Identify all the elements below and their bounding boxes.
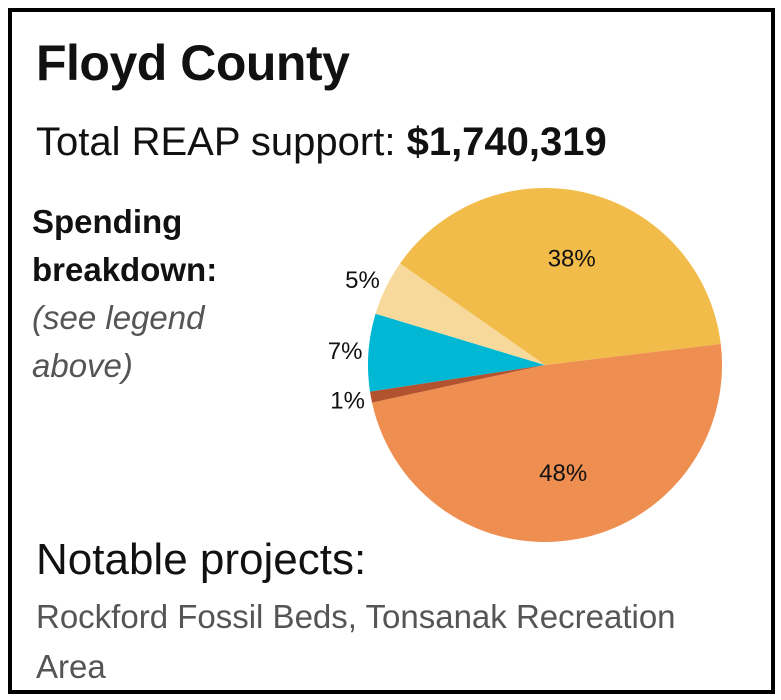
county-card — [8, 8, 775, 694]
breakdown-note-2: above) — [32, 347, 133, 384]
pie-label-1: 38% — [548, 246, 596, 273]
pie-slice-5 — [375, 263, 545, 365]
notable-projects-text: Rockford Fossil Beds, Tonsanak Recreatio… — [36, 598, 676, 685]
spending-breakdown: Spending breakdown: (see legend above) — [32, 198, 217, 390]
pie-label-2: 48% — [539, 460, 587, 487]
pie-slice-2 — [372, 343, 722, 542]
county-title: Floyd County — [36, 35, 350, 91]
notable-projects-heading: Notable projects: — [36, 535, 367, 584]
total-label: Total REAP support: — [36, 120, 407, 164]
breakdown-note-1: (see legend — [32, 299, 205, 336]
breakdown-line-2: breakdown: — [32, 251, 218, 288]
pie-slice-3 — [370, 365, 545, 403]
pie-slice-4 — [368, 313, 545, 392]
breakdown-line-1: Spending — [32, 203, 183, 240]
pie-slice-1 — [400, 188, 721, 365]
pie-label-3: 1% — [330, 387, 365, 414]
total-support: Total REAP support: $1,740,319 — [36, 120, 607, 165]
pie-chart: 38% 48% 1% 7% 5% — [328, 188, 722, 542]
total-value: $1,740,319 — [406, 120, 607, 164]
pie-label-4: 7% — [328, 338, 363, 365]
pie-label-5: 5% — [345, 267, 380, 294]
